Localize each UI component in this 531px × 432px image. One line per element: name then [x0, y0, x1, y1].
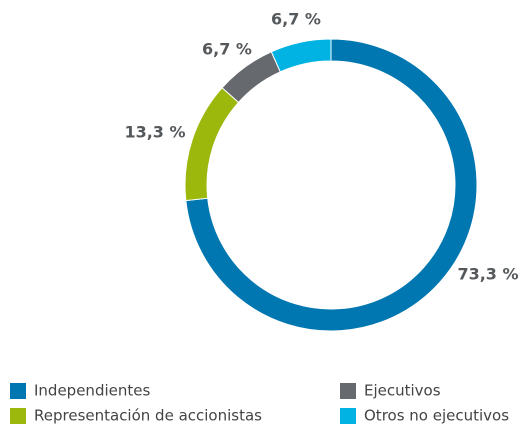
value-label: 13,3 % [124, 123, 185, 142]
legend-label: Ejecutivos [364, 382, 441, 400]
legend-swatch [340, 383, 356, 399]
legend-label: Otros no ejecutivos [364, 407, 509, 425]
legend-swatch [340, 408, 356, 424]
value-label: 6,7 % [271, 10, 321, 29]
value-label: 73,3 % [457, 265, 518, 284]
legend-label: Representación de accionistas [34, 407, 262, 425]
donut-segment [221, 51, 281, 104]
legend-swatch [10, 408, 26, 424]
legend-swatch [10, 383, 26, 399]
donut-segment [270, 38, 332, 73]
donut-segment [184, 87, 240, 202]
value-label: 6,7 % [202, 40, 252, 59]
donut-segment [185, 38, 478, 332]
legend-label: Independientes [34, 382, 150, 400]
